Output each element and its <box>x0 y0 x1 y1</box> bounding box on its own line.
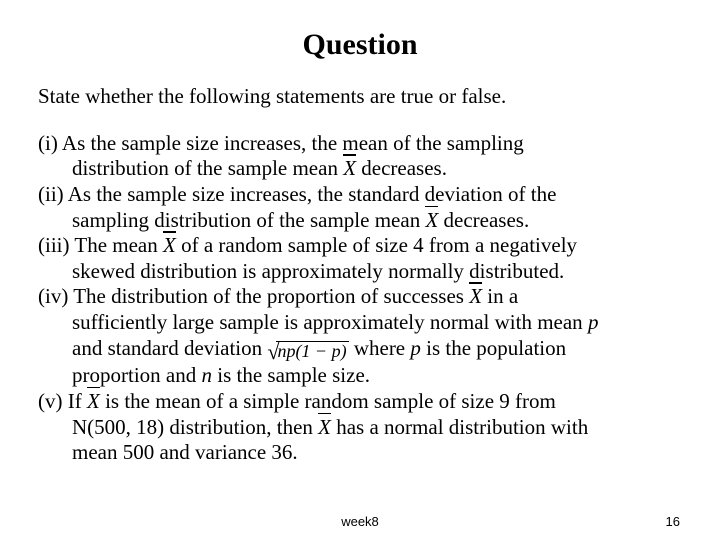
text: (v) If <box>38 389 82 413</box>
statement-iii: (iii) The mean X of a random sample of s… <box>38 233 682 284</box>
text: (iv) The distribution of the proportion … <box>38 284 464 308</box>
text: skewed distribution is approximately nor… <box>72 259 564 283</box>
text: where <box>354 336 411 360</box>
footer-center: week8 <box>341 514 379 529</box>
text: and standard deviation <box>72 336 267 360</box>
p-symbol: p <box>410 336 421 360</box>
text: (iii) The mean <box>38 233 158 257</box>
page-number: 16 <box>666 514 680 529</box>
text: sampling distribution of the sample mean <box>72 208 420 232</box>
text: in a <box>487 284 518 308</box>
text: of a random sample of size 4 from a nega… <box>181 233 577 257</box>
text: N(500, 18) distribution, then <box>72 415 313 439</box>
text: is the population <box>421 336 566 360</box>
n-symbol: n <box>201 363 212 387</box>
page-title: Question <box>38 28 682 62</box>
xbar-symbol: X <box>343 156 356 182</box>
text: has a normal distribution with <box>336 415 588 439</box>
text: decreases. <box>444 208 530 232</box>
p-symbol: p <box>588 310 599 334</box>
statements-list: (i) As the sample size increases, the me… <box>38 131 682 466</box>
xbar-symbol: X <box>318 415 331 441</box>
xbar-symbol: X <box>425 208 438 234</box>
text: decreases. <box>361 156 447 180</box>
xbar-symbol: X <box>469 284 482 310</box>
text: is the mean of a simple random sample of… <box>105 389 556 413</box>
statement-i: (i) As the sample size increases, the me… <box>38 131 682 182</box>
statement-v: (v) If X is the mean of a simple random … <box>38 389 682 466</box>
text: sufficiently large sample is approximate… <box>72 310 588 334</box>
xbar-symbol: X <box>163 233 176 259</box>
text: (ii) As the sample size increases, the s… <box>38 182 556 206</box>
text: is the sample size. <box>212 363 370 387</box>
sqrt-expression: √np(1 − p) <box>267 337 348 364</box>
text: (i) As the sample size increases, the me… <box>38 131 524 155</box>
statement-iv: (iv) The distribution of the proportion … <box>38 284 682 389</box>
statement-ii: (ii) As the sample size increases, the s… <box>38 182 682 233</box>
text: mean 500 and variance 36. <box>72 440 298 464</box>
xbar-symbol: X <box>87 389 100 415</box>
text: proportion and <box>72 363 201 387</box>
text: distribution of the sample mean <box>72 156 338 180</box>
intro-text: State whether the following statements a… <box>38 84 682 109</box>
